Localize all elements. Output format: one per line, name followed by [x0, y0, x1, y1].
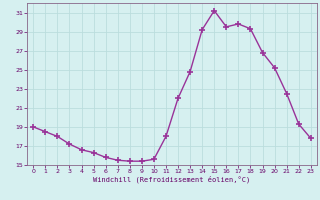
- X-axis label: Windchill (Refroidissement éolien,°C): Windchill (Refroidissement éolien,°C): [93, 176, 251, 183]
